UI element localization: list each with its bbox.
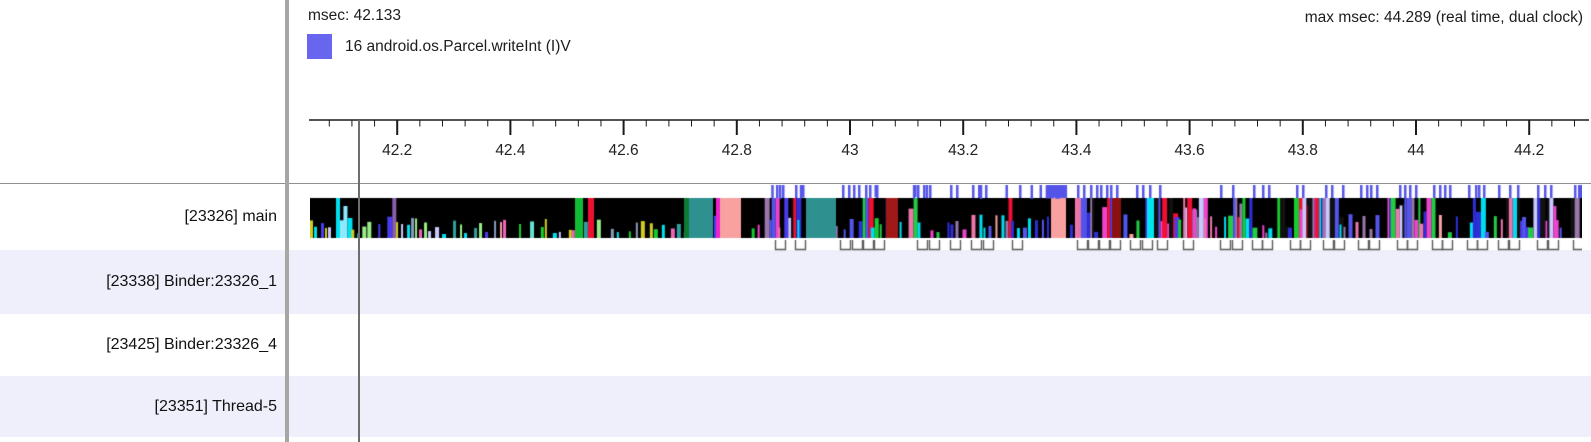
svg-text:44: 44 (1407, 142, 1425, 159)
max-time-label: max msec: 44.289 (real time, dual clock) (1304, 9, 1583, 26)
timeline-axis[interactable]: 42.2 42.4 42.6 42.8 43 43.2 43.4 43.6 43.8 44 44.2 (0, 113, 1591, 163)
cursor-time-label: msec: 42.133 (308, 7, 402, 24)
svg-text:43.6: 43.6 (1175, 142, 1205, 159)
selected-method-label: 16 android.os.Parcel.writeInt (I)V (345, 38, 571, 55)
thread-row-binder-23326-1: [23338] Binder:23326_1 (0, 250, 1591, 314)
main-thread-trace-strip[interactable] (310, 183, 1582, 253)
thread-row-thread-5: [23351] Thread-5 (0, 376, 1591, 437)
svg-text:42.4: 42.4 (495, 142, 526, 159)
svg-text:43: 43 (841, 142, 858, 159)
row-separator-line (0, 183, 1591, 184)
thread-label-binder-23326-1: [23338] Binder:23326_1 (106, 273, 277, 290)
svg-text:43.4: 43.4 (1061, 142, 1092, 159)
svg-text:42.2: 42.2 (382, 142, 412, 159)
thread-label-thread-5: [23351] Thread-5 (154, 397, 277, 415)
svg-text:42.8: 42.8 (722, 142, 752, 159)
panel-divider (285, 0, 289, 442)
thread-label-binder-23326-4: [23425] Binder:23326_4 (106, 336, 277, 353)
svg-text:43.8: 43.8 (1288, 142, 1318, 159)
svg-text:44.2: 44.2 (1514, 142, 1544, 159)
thread-label-main: [23326] main (184, 208, 277, 225)
timeline-cursor[interactable] (358, 120, 361, 442)
thread-row-binder-23326-4: [23425] Binder:23326_4 (0, 314, 1591, 376)
svg-text:42.6: 42.6 (609, 142, 639, 159)
selected-method-color-swatch (307, 34, 332, 59)
svg-text:43.2: 43.2 (948, 142, 978, 159)
